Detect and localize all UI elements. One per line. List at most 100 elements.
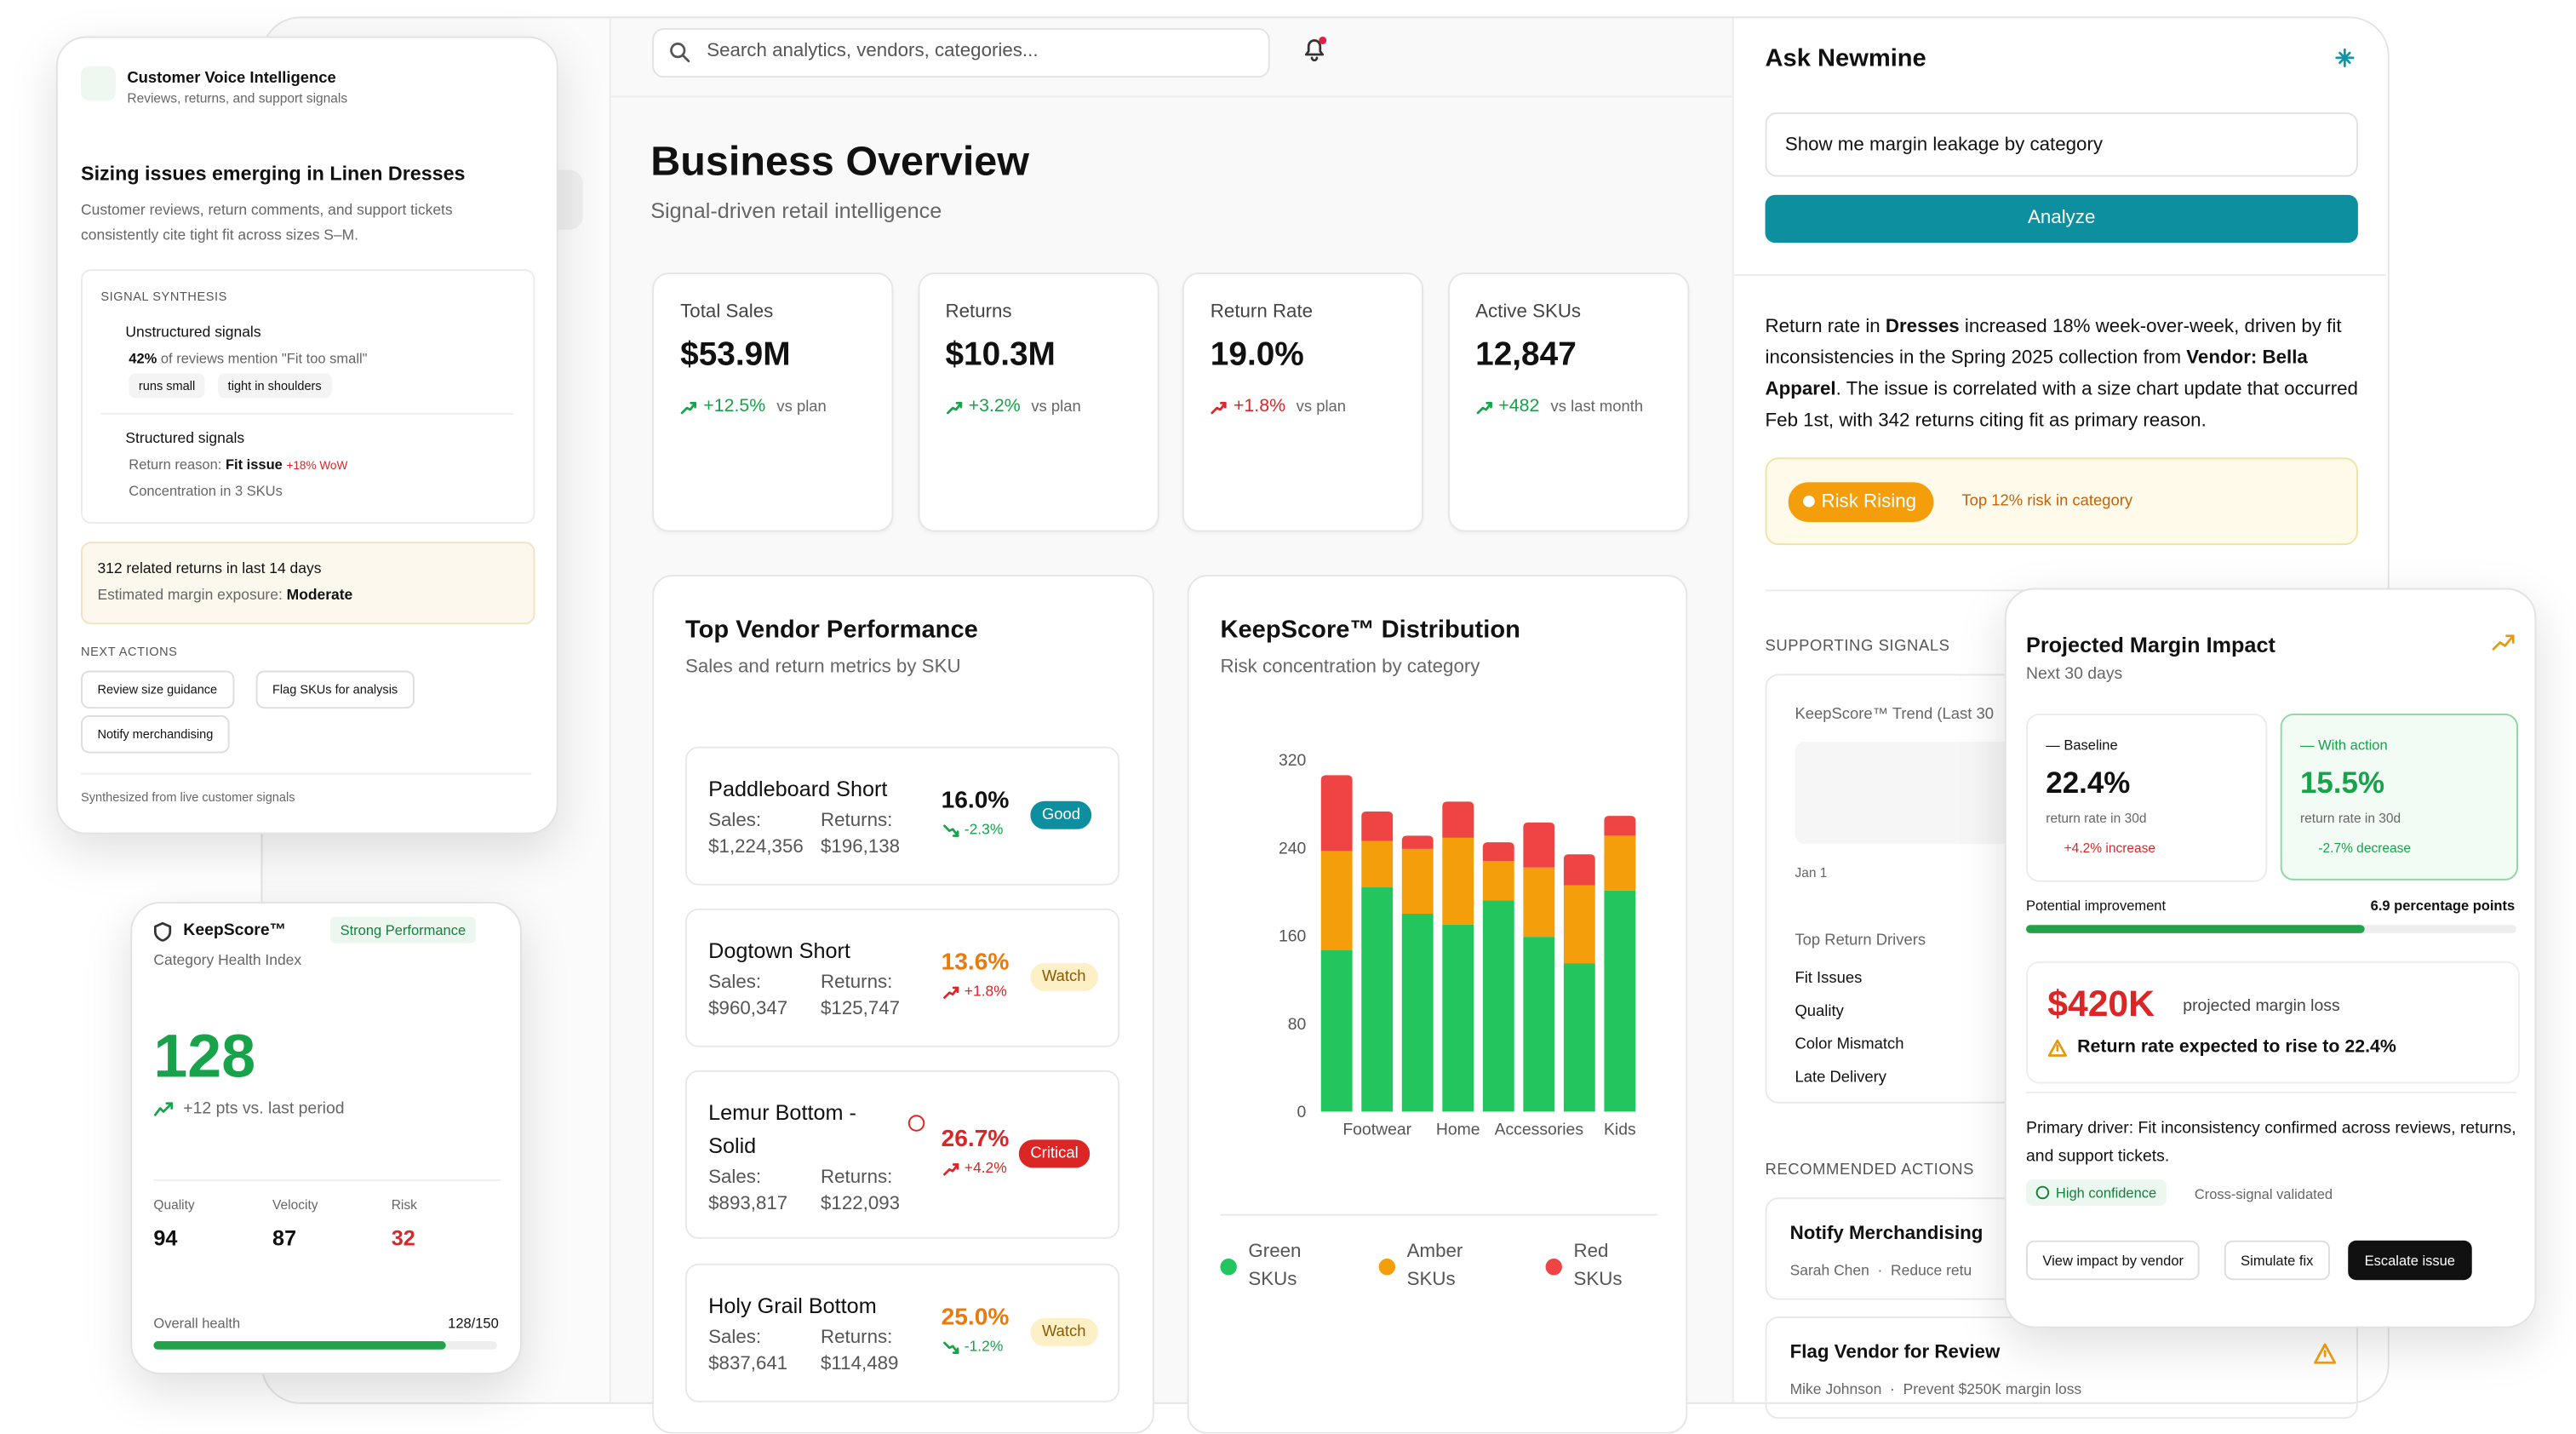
kpi-card: Returns $10.3M +3.2% vs plan bbox=[917, 272, 1159, 532]
action-button[interactable]: Review size guidance bbox=[81, 670, 234, 709]
divider bbox=[1220, 1213, 1658, 1216]
chart-panel: KeepScore™ Distribution Risk concentrati… bbox=[1187, 575, 1688, 1434]
action-button[interactable]: View impact by vendor bbox=[2026, 1240, 2201, 1281]
exposure-label: Estimated margin exposure: bbox=[97, 586, 287, 603]
answer-text: increased 18% week-over-week, driven by … bbox=[1765, 317, 2342, 369]
action-button[interactable]: Notify merchandising bbox=[81, 714, 230, 754]
bell-icon[interactable] bbox=[1301, 37, 1327, 63]
vendor-row: Dogtown Short Sales: $960,347 Returns: $125,… bbox=[684, 908, 1120, 1047]
improvement-track bbox=[2026, 925, 2517, 933]
trend-icon bbox=[943, 1341, 959, 1354]
rate-change: +1.8% bbox=[964, 983, 1007, 1000]
alert-icon bbox=[907, 1115, 925, 1132]
driver: Late Delivery bbox=[1795, 1068, 1887, 1087]
loss-value: $420K bbox=[2047, 983, 2155, 1024]
bar-segment bbox=[1482, 900, 1514, 1112]
action-owner: Sarah Chen bbox=[1789, 1261, 1869, 1279]
divider bbox=[81, 772, 532, 775]
signal-detail: 42% of reviews mention "Fit too small" bbox=[129, 350, 367, 366]
y-tick-label: 240 bbox=[1279, 839, 1307, 858]
return-rate: 25.0% bbox=[941, 1305, 1010, 1332]
legend-label: Green SKUs bbox=[1248, 1242, 1302, 1290]
search-box[interactable]: Search analytics, vendors, categories... bbox=[652, 27, 1270, 78]
check-icon bbox=[2035, 1185, 2050, 1200]
kpi-change: +1.8% bbox=[1233, 396, 1286, 416]
bar-segment bbox=[1604, 890, 1636, 1112]
signal-title: Structured signals bbox=[125, 429, 245, 446]
headline: Sizing issues emerging in Linen Dresses bbox=[81, 162, 466, 186]
trend-title: KeepScore™ Trend (Last 30 bbox=[1795, 705, 1995, 724]
bar-segment bbox=[1442, 837, 1474, 925]
kpi-value: $53.9M bbox=[680, 336, 791, 374]
legend-swatch bbox=[1220, 1259, 1237, 1276]
bar-segment bbox=[1401, 914, 1434, 1112]
trend-icon bbox=[680, 401, 696, 415]
box-change: +4.2% increase bbox=[2064, 840, 2156, 856]
action-card[interactable]: Flag Vendor for Review Mike Johnson · Pr… bbox=[1765, 1316, 2358, 1420]
divider bbox=[609, 95, 1732, 98]
box-change: -2.7% decrease bbox=[2318, 840, 2412, 856]
sales-label: Sales: bbox=[708, 972, 762, 993]
card-subtitle: Category Health Index bbox=[153, 951, 302, 968]
warning-icon bbox=[2314, 1343, 2337, 1364]
trend-icon bbox=[1211, 401, 1227, 415]
action-detail: Prevent $250K margin loss bbox=[1903, 1380, 2082, 1397]
kpi-label: Returns bbox=[945, 301, 1012, 323]
risk-dot bbox=[1803, 495, 1815, 508]
returns-label: Returns: bbox=[821, 811, 893, 831]
metric-label: Quality bbox=[153, 1197, 195, 1213]
sales-value: $1,224,356 bbox=[708, 837, 804, 858]
metric-value: 94 bbox=[153, 1225, 178, 1251]
bar-segment bbox=[1563, 963, 1595, 1112]
ask-input[interactable]: Show me margin leakage by category bbox=[1765, 112, 2358, 177]
score: 128 bbox=[153, 1022, 256, 1091]
bar-segment bbox=[1361, 887, 1394, 1112]
status-badge: Watch bbox=[1030, 962, 1098, 991]
kpi-compare: vs last month bbox=[1550, 398, 1644, 416]
box-value: 15.5% bbox=[2300, 766, 2385, 800]
returns-value: $122,093 bbox=[821, 1194, 901, 1214]
y-tick-label: 80 bbox=[1288, 1015, 1307, 1034]
action-button[interactable]: Flag SKUs for analysis bbox=[255, 670, 415, 709]
kpi-change: +482 bbox=[1498, 396, 1540, 416]
confidence-badge: High confidence bbox=[2026, 1179, 2167, 1206]
metric-label: Risk bbox=[391, 1197, 417, 1213]
action-button[interactable]: Simulate fix bbox=[2224, 1240, 2330, 1281]
answer-highlight: Dresses bbox=[1885, 317, 1960, 337]
returns-value: $125,747 bbox=[821, 999, 901, 1019]
exposure-value: Moderate bbox=[286, 586, 353, 603]
legend-label: Amber SKUs bbox=[1406, 1242, 1463, 1290]
status-badge: Strong Performance bbox=[329, 916, 476, 944]
action-detail: Reduce retu bbox=[1891, 1261, 1972, 1279]
risk-note: Top 12% risk in category bbox=[1961, 492, 2133, 511]
legend-swatch bbox=[1545, 1259, 1562, 1276]
trend-icon bbox=[946, 401, 962, 415]
vendor-row: Holy Grail Bottom Sales: $837,641 Returns: $… bbox=[684, 1263, 1120, 1402]
metric-value: 87 bbox=[272, 1225, 297, 1251]
returns-note: 312 related returns in last 14 days bbox=[97, 559, 322, 576]
ask-query: Show me margin leakage by category bbox=[1784, 135, 2104, 156]
health-value: 128/150 bbox=[448, 1315, 499, 1332]
sales-label: Sales: bbox=[708, 1328, 762, 1348]
analyze-button[interactable]: Analyze bbox=[1765, 194, 2358, 244]
tag: tight in shoulders bbox=[218, 373, 332, 399]
kpi-card: Total Sales $53.9M +12.5% vs plan bbox=[652, 272, 894, 532]
score-change: +12 pts vs. last period bbox=[183, 1099, 345, 1119]
label: Baseline bbox=[2064, 737, 2118, 754]
action-meta: Mike Johnson · Prevent $250K margin loss bbox=[1789, 1380, 2082, 1397]
divider bbox=[153, 1179, 501, 1181]
bar-segment bbox=[1482, 861, 1514, 901]
box-note: return rate in 30d bbox=[2046, 811, 2147, 826]
bar-segment bbox=[1361, 811, 1394, 841]
page-title: Business Overview bbox=[650, 138, 1030, 186]
chart: 0 80 160 240 320 Footwear Home Accessories Kids bbox=[1279, 751, 1636, 1139]
trend-axis-label: Jan 1 bbox=[1795, 865, 1828, 880]
kpi-value: 12,847 bbox=[1475, 336, 1577, 374]
health-label: Overall health bbox=[153, 1315, 241, 1332]
vendor-name: Dogtown Short bbox=[708, 938, 850, 963]
sales-label: Sales: bbox=[708, 811, 762, 831]
divider bbox=[1732, 273, 2386, 276]
exposure: Estimated margin exposure: Moderate bbox=[97, 587, 352, 603]
action-button[interactable]: Escalate issue bbox=[2348, 1240, 2472, 1281]
